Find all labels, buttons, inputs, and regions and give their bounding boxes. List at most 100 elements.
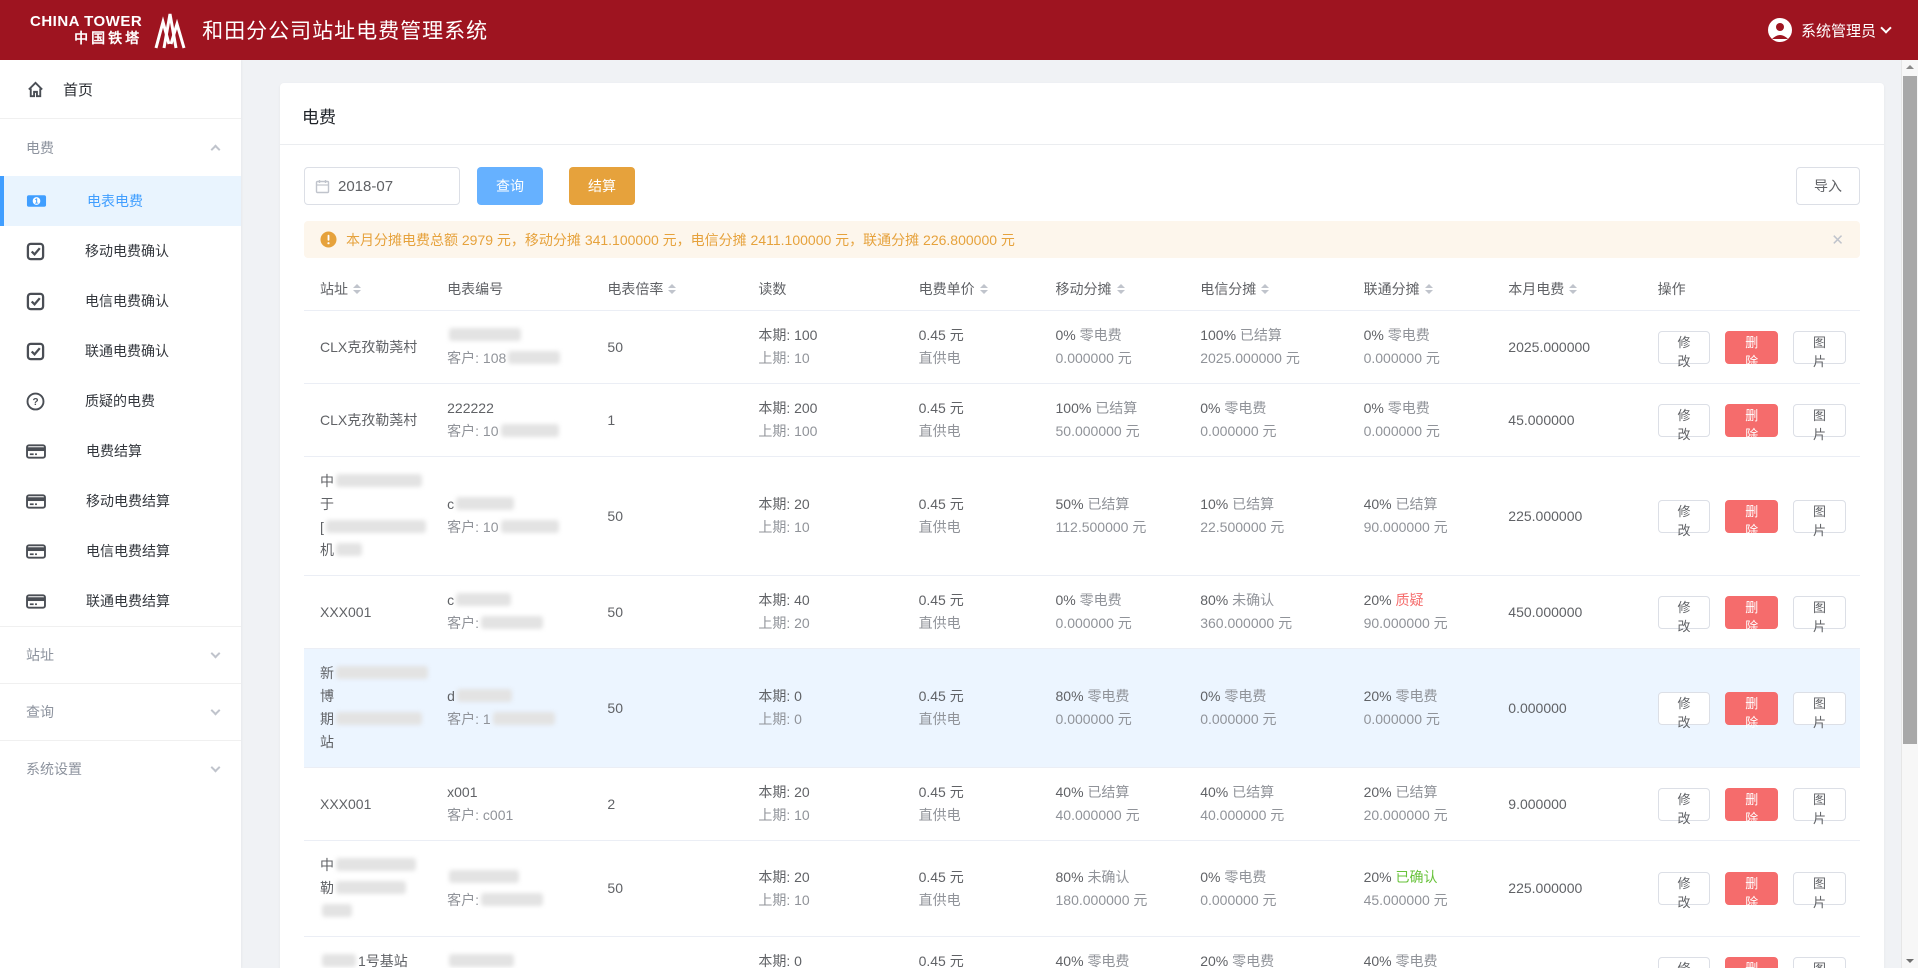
delete-button[interactable]: 删除	[1725, 956, 1779, 968]
sidebar-item-0-4[interactable]: ? 质疑的电费	[0, 376, 241, 426]
table-header-row: 站址 电表编号 电表倍率 读数 电费单价 移动分摊 电信分摊 联通分摊 本月电费 操作	[304, 268, 1860, 311]
sidebar-item-0-0[interactable]: 1 电表电费	[0, 176, 241, 226]
month-picker-input[interactable]: 2018-07	[304, 167, 460, 205]
edit-button[interactable]: 修改	[1657, 595, 1711, 634]
image-button[interactable]: 图片	[1793, 872, 1846, 910]
price-type: 直供电	[918, 891, 961, 908]
column-header-10: 操作	[1658, 278, 1860, 301]
edit-button[interactable]: 修改	[1657, 330, 1711, 369]
delete-button[interactable]: 删除	[1725, 595, 1779, 634]
sidebar-item-0-6[interactable]: 移动电费结算	[0, 476, 241, 526]
sort-carets-icon[interactable]	[1261, 280, 1270, 298]
column-header-5[interactable]: 电费单价	[919, 278, 1056, 301]
delete-button[interactable]: 删除	[1725, 499, 1779, 538]
blurred-text	[449, 869, 520, 883]
edit-button[interactable]: 修改	[1657, 956, 1711, 968]
sort-carets-icon[interactable]	[1569, 280, 1578, 298]
cell-line: XXX001	[320, 795, 372, 812]
sidebar-item-0-5[interactable]: 电费结算	[0, 426, 241, 476]
sidebar-item-0-7[interactable]: 电信电费结算	[0, 526, 241, 576]
edit-button[interactable]: 修改	[1657, 787, 1711, 826]
image-button[interactable]: 图片	[1793, 499, 1846, 538]
reading-previous: 上期: 0	[758, 711, 802, 727]
banknote-icon: 1	[26, 195, 47, 207]
reading-cell: 本期: 40 上期: 20	[758, 589, 918, 635]
unicom-share-cell: 20% 零电费 0.000000 元	[1364, 685, 1509, 731]
column-header-8[interactable]: 联通分摊	[1364, 278, 1509, 301]
sidebar-item-home[interactable]: 首页	[0, 60, 241, 119]
sidebar-group-3[interactable]: 系统设置	[0, 740, 241, 797]
image-button[interactable]: 图片	[1793, 330, 1846, 369]
column-header-6[interactable]: 移动分摊	[1056, 278, 1201, 301]
column-header-9[interactable]: 本月电费	[1508, 278, 1657, 301]
image-button[interactable]: 图片	[1793, 691, 1846, 730]
sidebar-item-0-1[interactable]: 移动电费确认	[0, 226, 241, 276]
image-button[interactable]: 图片	[1793, 403, 1846, 442]
sort-carets-icon[interactable]	[1424, 280, 1433, 298]
mobile-share-cell: 50% 已结算 112.500000 元	[1056, 493, 1201, 539]
import-button[interactable]: 导入	[1796, 167, 1860, 205]
reading-previous: 上期: 10	[758, 519, 810, 535]
sort-asc-icon	[1569, 280, 1578, 288]
sort-desc-icon	[1424, 290, 1433, 298]
delete-button[interactable]: 删除	[1725, 787, 1779, 826]
edit-button[interactable]: 修改	[1657, 499, 1711, 538]
column-header-label: 电表编号	[447, 280, 504, 297]
sidebar-group-1[interactable]: 站址	[0, 626, 241, 683]
sidebar-item-0-8[interactable]: 联通电费结算	[0, 576, 241, 626]
telecom-share-cell: 0% 零电费 0.000000 元	[1200, 685, 1363, 731]
sort-asc-icon	[979, 280, 988, 288]
column-header-7[interactable]: 电信分摊	[1200, 278, 1363, 301]
delete-button[interactable]: 删除	[1725, 403, 1779, 442]
image-button[interactable]: 图片	[1793, 595, 1846, 634]
question-circle-icon: ?	[26, 392, 45, 410]
delete-button[interactable]: 删除	[1725, 872, 1779, 910]
sort-carets-icon[interactable]	[979, 280, 988, 298]
sort-asc-icon	[668, 280, 677, 288]
sidebar-item-0-2[interactable]: 电信电费确认	[0, 276, 241, 326]
scroll-down-arrow-icon[interactable]	[1906, 959, 1914, 963]
edit-button[interactable]: 修改	[1657, 872, 1711, 910]
cell-line: 1号基站	[320, 950, 433, 968]
price-value: 0.45 元	[918, 496, 964, 512]
image-button[interactable]: 图片	[1793, 956, 1846, 968]
meter-cell: 客户: 108	[447, 324, 607, 370]
column-header-label: 电表倍率	[607, 280, 664, 297]
share-status-line: 100% 已结算	[1056, 397, 1187, 420]
sidebar-group-0[interactable]: 电费	[0, 119, 241, 176]
edit-button[interactable]: 修改	[1657, 403, 1711, 442]
share-status-line: 80% 未确认	[1200, 589, 1349, 612]
blurred-text	[456, 689, 512, 702]
sort-desc-icon	[1569, 290, 1578, 298]
share-percent: 100%	[1200, 327, 1240, 343]
ratio-cell: 1	[607, 411, 616, 428]
cell-line: 中	[320, 854, 433, 877]
image-button[interactable]: 图片	[1793, 787, 1846, 826]
delete-button[interactable]: 删除	[1725, 330, 1779, 369]
vertical-scrollbar[interactable]	[1901, 60, 1918, 968]
delete-button[interactable]: 删除	[1725, 691, 1779, 730]
share-amount: 360.000000 元	[1200, 615, 1293, 631]
edit-button[interactable]: 修改	[1657, 691, 1711, 730]
share-percent: 20%	[1363, 868, 1396, 885]
sort-carets-icon[interactable]	[1116, 280, 1125, 298]
sort-carets-icon[interactable]	[668, 280, 677, 298]
sidebar-item-0-3[interactable]: 联通电费确认	[0, 326, 241, 376]
month-fee-cell: 45.000000	[1508, 411, 1575, 428]
settle-button[interactable]: 结算	[569, 167, 635, 205]
query-button[interactable]: 查询	[477, 167, 543, 205]
price-value: 0.45 元	[918, 688, 964, 704]
column-header-1[interactable]: 站址	[304, 278, 447, 301]
cell-line: 客户: 10	[447, 420, 593, 443]
share-status: 已结算	[1087, 496, 1130, 512]
alert-close-icon[interactable]: ✕	[1831, 231, 1844, 249]
share-status-line: 0% 零电费	[1364, 324, 1495, 347]
sidebar-group-2[interactable]: 查询	[0, 683, 241, 740]
sort-desc-icon	[1116, 290, 1125, 298]
scroll-up-arrow-icon[interactable]	[1906, 65, 1914, 69]
column-header-3[interactable]: 电表倍率	[607, 278, 758, 301]
sort-carets-icon[interactable]	[353, 280, 361, 298]
user-menu[interactable]: 系统管理员	[1767, 17, 1892, 43]
scrollbar-thumb[interactable]	[1903, 76, 1917, 744]
